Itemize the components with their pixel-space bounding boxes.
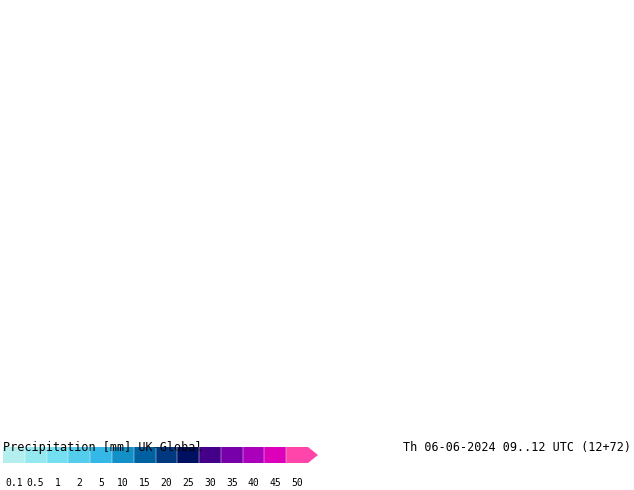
Bar <box>264 447 286 463</box>
Bar <box>155 447 178 463</box>
Text: 0.5: 0.5 <box>27 478 44 488</box>
Bar <box>221 447 243 463</box>
Bar <box>286 447 308 463</box>
Text: 0.1: 0.1 <box>5 478 23 488</box>
Bar <box>243 447 264 463</box>
Text: 25: 25 <box>183 478 194 488</box>
Polygon shape <box>308 447 318 463</box>
Bar <box>134 447 155 463</box>
Text: Th 06-06-2024 09..12 UTC (12+72): Th 06-06-2024 09..12 UTC (12+72) <box>403 441 631 454</box>
Text: 35: 35 <box>226 478 238 488</box>
Bar <box>46 447 68 463</box>
Text: 20: 20 <box>160 478 172 488</box>
Text: 1: 1 <box>55 478 60 488</box>
Text: 15: 15 <box>139 478 150 488</box>
Text: 2: 2 <box>76 478 82 488</box>
Bar <box>25 447 46 463</box>
Bar <box>90 447 112 463</box>
Bar <box>112 447 134 463</box>
Text: 40: 40 <box>248 478 259 488</box>
Bar <box>68 447 90 463</box>
Text: 10: 10 <box>117 478 129 488</box>
Text: Precipitation [mm] UK-Global: Precipitation [mm] UK-Global <box>3 441 202 454</box>
Bar <box>199 447 221 463</box>
Bar <box>178 447 199 463</box>
Text: 5: 5 <box>98 478 104 488</box>
Bar <box>3 447 25 463</box>
Text: 50: 50 <box>291 478 303 488</box>
Text: 30: 30 <box>204 478 216 488</box>
Text: 45: 45 <box>269 478 281 488</box>
